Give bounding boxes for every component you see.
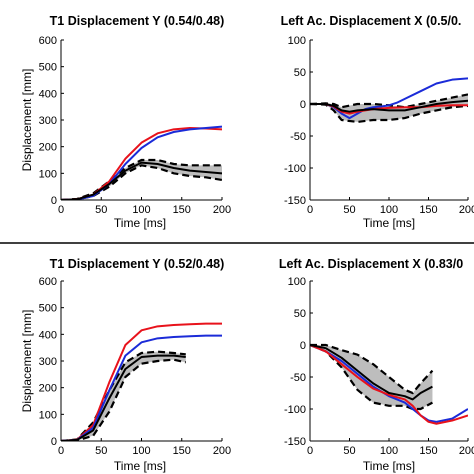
chart-title: T1 Displacement Y (0.52/0.48)	[50, 257, 225, 271]
x-tick-label: 50	[343, 445, 355, 457]
chart-panel-bottom-left: T1 Displacement Y (0.52/0.48) Time [ms] …	[20, 257, 231, 473]
chart-panel-bottom-right: Left Ac. Displacement X (0.83/0 Time [ms…	[279, 257, 474, 473]
y-tick-label: 0	[51, 436, 57, 448]
series-line-0	[61, 322, 222, 441]
corridor-band	[61, 351, 186, 441]
x-tick-label: 0	[307, 204, 313, 216]
y-tick-label: -150	[284, 195, 306, 207]
y-tick-label: -150	[284, 436, 306, 448]
series-line-0	[310, 77, 468, 120]
plot-area	[61, 125, 222, 200]
y-tick-label: 400	[39, 88, 57, 100]
x-tick-label: 200	[213, 445, 231, 457]
y-tick-label: 50	[294, 308, 306, 320]
x-tick-label: 100	[132, 445, 150, 457]
x-tick-label: 100	[380, 204, 398, 216]
x-tick-label: 200	[459, 204, 474, 216]
corridor-upper-bound	[310, 343, 434, 395]
y-tick-label: 200	[39, 142, 57, 154]
corridor-lower-bound	[310, 343, 433, 411]
y-tick-label: 100	[39, 409, 57, 421]
series-line-2	[61, 354, 186, 441]
y-tick-label: -100	[284, 163, 306, 175]
x-tick-label: 0	[58, 204, 64, 216]
x-axis-label: Time [ms]	[114, 459, 166, 473]
x-tick-label: 50	[343, 204, 355, 216]
y-tick-label: 50	[294, 67, 306, 79]
x-tick-label: 100	[132, 204, 150, 216]
y-axis-label: Displacement [mm]	[20, 69, 34, 172]
series-line-1	[61, 334, 222, 441]
y-tick-label: 500	[39, 303, 57, 315]
series-line-2	[310, 344, 433, 401]
chart-panel-top-right: Left Ac. Displacement X (0.5/0. Time [ms…	[281, 14, 474, 230]
x-tick-label: 100	[380, 445, 398, 457]
y-tick-label: -50	[290, 131, 306, 143]
x-tick-label: 50	[95, 204, 107, 216]
y-tick-label: 500	[39, 62, 57, 74]
corridor-upper-bound	[310, 93, 468, 109]
plot-area	[310, 343, 468, 425]
y-tick-label: 0	[300, 99, 306, 111]
y-tick-label: 0	[51, 195, 57, 207]
x-axis-label: Time [ms]	[363, 459, 415, 473]
x-tick-label: 0	[307, 445, 313, 457]
y-tick-label: 100	[288, 35, 306, 47]
y-tick-label: 600	[39, 35, 57, 47]
x-axis-label: Time [ms]	[114, 216, 166, 230]
y-tick-label: 400	[39, 329, 57, 341]
chart-panel-top-left: T1 Displacement Y (0.54/0.48) Time [ms] …	[20, 14, 231, 230]
plot-area	[61, 322, 222, 441]
series-line-2	[310, 99, 468, 113]
y-axis-label: Displacement [mm]	[20, 310, 34, 413]
y-tick-label: 300	[39, 115, 57, 127]
x-axis-label: Time [ms]	[363, 216, 415, 230]
corridor-lower-bound	[61, 358, 187, 441]
x-tick-label: 200	[213, 204, 231, 216]
chart-title: T1 Displacement Y (0.54/0.48)	[50, 14, 225, 28]
y-tick-label: 200	[39, 383, 57, 395]
x-tick-label: 150	[173, 445, 191, 457]
y-tick-label: -100	[284, 404, 306, 416]
corridor-lower-bound	[310, 102, 468, 124]
chart-title: Left Ac. Displacement X (0.5/0.	[281, 14, 462, 28]
y-tick-label: 600	[39, 276, 57, 288]
x-tick-label: 150	[419, 445, 437, 457]
corridor-upper-bound	[61, 350, 186, 441]
y-tick-label: 100	[39, 168, 57, 180]
y-tick-label: -50	[290, 372, 306, 384]
y-tick-label: 300	[39, 356, 57, 368]
y-tick-label: 100	[288, 276, 306, 288]
x-tick-label: 50	[95, 445, 107, 457]
x-tick-label: 150	[173, 204, 191, 216]
plot-area	[310, 77, 468, 124]
chart-title: Left Ac. Displacement X (0.83/0	[279, 257, 463, 271]
x-tick-label: 200	[459, 445, 474, 457]
x-tick-label: 0	[58, 445, 64, 457]
y-tick-label: 0	[300, 340, 306, 352]
series-line-2	[61, 161, 222, 200]
series-line-0	[310, 344, 468, 423]
x-tick-label: 150	[419, 204, 437, 216]
series-line-1	[310, 344, 468, 425]
